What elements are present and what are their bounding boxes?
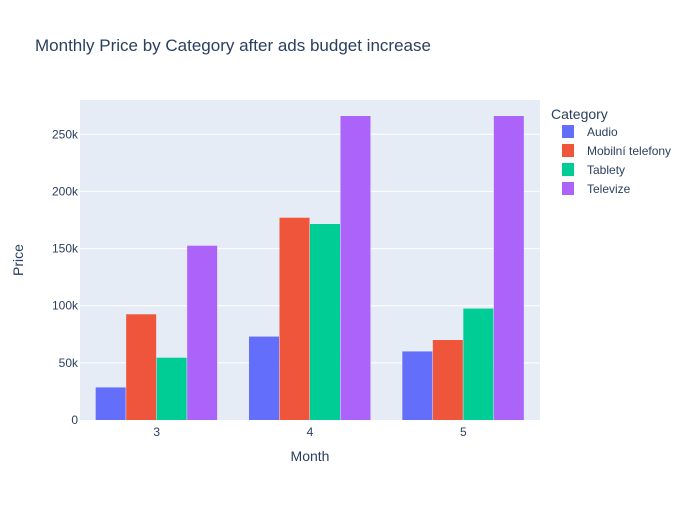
bar[interactable] <box>493 116 524 420</box>
bar[interactable] <box>156 357 187 420</box>
bars <box>95 116 524 420</box>
bar[interactable] <box>340 116 371 420</box>
bar[interactable] <box>126 314 157 420</box>
legend-item[interactable]: Audio <box>562 125 618 139</box>
x-tick-label: 3 <box>153 425 160 439</box>
bar[interactable] <box>187 245 218 420</box>
legend-item[interactable]: Televize <box>562 182 631 196</box>
y-axis-ticks: 0 50k 100k 150k 200k 250k <box>52 127 79 427</box>
y-axis-label: Price <box>10 244 26 276</box>
bar[interactable] <box>249 336 279 420</box>
x-tick-label: 4 <box>307 425 314 439</box>
y-tick-label: 50k <box>59 356 79 370</box>
legend-items[interactable]: Audio Mobilní telefony Tablety Televize <box>562 125 671 196</box>
legend-label: Tablety <box>587 163 625 177</box>
bar[interactable] <box>463 308 494 420</box>
y-tick-label: 150k <box>52 242 79 256</box>
legend-title: Category <box>551 106 608 122</box>
y-tick-label: 100k <box>52 299 79 313</box>
chart-title: Monthly Price by Category after ads budg… <box>35 36 431 55</box>
legend-label: Televize <box>587 182 631 196</box>
legend[interactable]: Category Audio Mobilní telefony Tablety Tel… <box>551 106 671 196</box>
legend-label: Audio <box>587 125 618 139</box>
bar[interactable] <box>95 387 126 420</box>
bar[interactable] <box>279 217 310 420</box>
legend-swatch <box>562 144 574 157</box>
y-tick-label: 250k <box>52 127 79 141</box>
y-tick-label: 0 <box>71 413 78 427</box>
legend-swatch <box>562 163 574 176</box>
y-tick-label: 200k <box>52 184 79 198</box>
legend-swatch <box>562 125 574 138</box>
legend-item[interactable]: Tablety <box>562 163 625 177</box>
bar[interactable] <box>432 340 463 420</box>
legend-swatch <box>562 182 574 195</box>
x-axis-ticks: 3 4 5 <box>153 425 467 439</box>
x-axis-label: Month <box>291 448 330 464</box>
legend-item[interactable]: Mobilní telefony <box>562 144 671 158</box>
x-tick-label: 5 <box>460 425 467 439</box>
legend-label: Mobilní telefony <box>587 144 671 158</box>
bar[interactable] <box>310 224 340 420</box>
bar[interactable] <box>402 351 433 420</box>
